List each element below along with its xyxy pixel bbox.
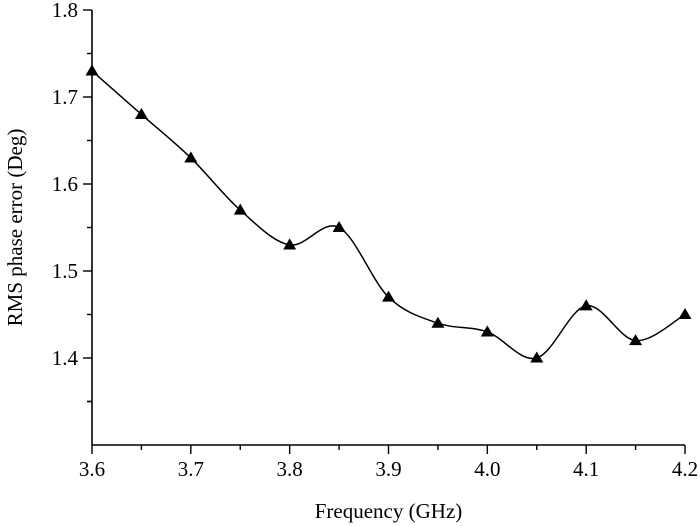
y-tick-label: 1.5 <box>52 259 78 283</box>
data-point-marker <box>85 64 99 76</box>
y-tick-label: 1.8 <box>52 0 78 22</box>
data-point-marker <box>629 334 643 346</box>
y-tick-label: 1.4 <box>52 346 79 370</box>
data-point-marker <box>332 221 346 233</box>
data-point-marker <box>184 151 198 163</box>
series-line <box>91 70 686 360</box>
x-tick-label: 4.1 <box>573 457 599 481</box>
x-tick-label: 4.0 <box>474 457 500 481</box>
data-markers <box>85 64 692 363</box>
y-tick-label: 1.6 <box>52 172 78 196</box>
data-point-marker <box>579 299 593 311</box>
data-point-marker <box>480 325 494 337</box>
y-axis-label: RMS phase error (Deg) <box>3 129 27 327</box>
data-point-marker <box>233 203 247 215</box>
axes <box>91 10 685 446</box>
data-point-marker <box>431 316 445 328</box>
y-tick-label: 1.7 <box>52 85 78 109</box>
data-point-marker <box>283 238 297 250</box>
x-ticks: 3.6 3.7 3.8 3.9 4.0 4.1 4.2 <box>79 445 698 481</box>
x-tick-label: 3.6 <box>79 457 105 481</box>
data-point-marker <box>678 308 692 320</box>
x-tick-label: 3.7 <box>178 457 204 481</box>
data-point-marker <box>382 290 395 302</box>
x-tick-label: 3.9 <box>375 457 401 481</box>
data-point-marker <box>134 107 148 119</box>
y-ticks: 1.4 1.5 1.6 1.7 1.8 <box>52 0 92 403</box>
x-axis-label: Frequency (GHz) <box>315 499 463 523</box>
x-tick-label: 4.2 <box>672 457 698 481</box>
x-tick-label: 3.8 <box>277 457 303 481</box>
data-point-marker <box>530 351 544 363</box>
